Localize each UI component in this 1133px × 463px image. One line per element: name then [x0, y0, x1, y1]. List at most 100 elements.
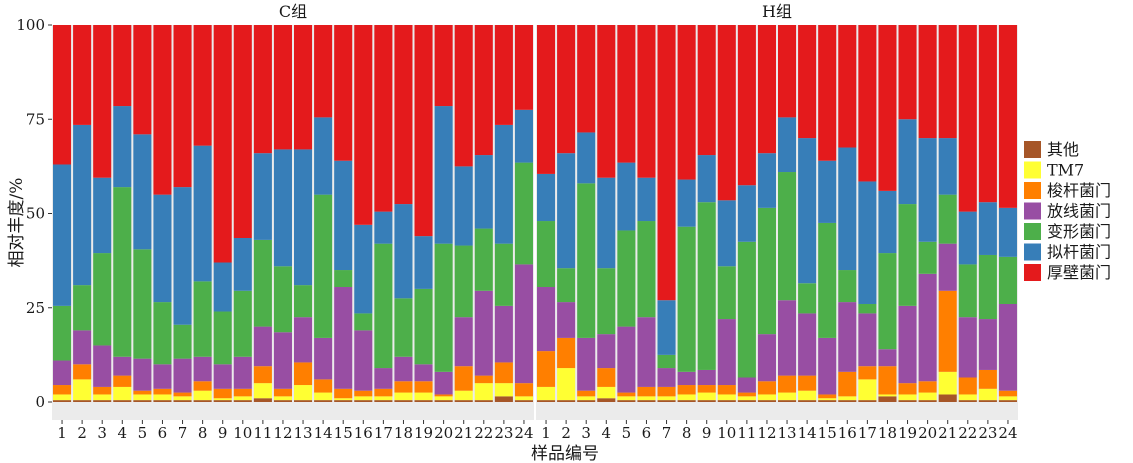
bar-segment — [213, 400, 232, 402]
bar-segment — [374, 368, 393, 389]
bar-segment — [514, 109, 533, 163]
bar-segment — [273, 266, 292, 333]
x-tick-label: 7 — [662, 424, 672, 442]
bar-segment — [778, 25, 797, 118]
bar-segment — [354, 390, 373, 397]
bar-segment — [494, 124, 513, 244]
bar-segment — [354, 313, 373, 331]
bar-segment — [677, 179, 696, 227]
x-tick-label: 16 — [838, 424, 857, 442]
bar-segment — [737, 25, 756, 186]
bar-segment — [898, 25, 917, 120]
bar-segment — [153, 400, 172, 402]
bar-segment — [557, 337, 576, 369]
bar-segment — [958, 25, 977, 212]
x-tick-label: 21 — [938, 424, 957, 442]
bar-segment — [294, 400, 313, 402]
x-tick-label: 3 — [97, 424, 107, 442]
bar-segment — [514, 264, 533, 384]
x-tick-label: 19 — [414, 424, 433, 442]
bar-segment — [858, 313, 877, 367]
bar-segment — [858, 379, 877, 401]
bar-segment — [173, 392, 192, 397]
bar-segment — [757, 334, 776, 382]
bar-segment — [93, 345, 112, 387]
legend-label: 梭杆菌门 — [1047, 181, 1111, 200]
x-tick-label: 1 — [57, 424, 67, 442]
bar-segment — [998, 303, 1017, 391]
x-tick-label: 18 — [394, 424, 413, 442]
bar-segment — [557, 153, 576, 269]
bar-segment — [253, 153, 272, 240]
bar-segment — [778, 117, 797, 173]
bar-segment — [354, 400, 373, 402]
legend-label: TM7 — [1047, 161, 1084, 180]
bar-segment — [677, 25, 696, 180]
bar-segment — [617, 230, 636, 327]
bar-segment — [918, 273, 937, 382]
bar-segment — [998, 400, 1017, 402]
bar-segment — [597, 334, 616, 369]
bar-segment — [73, 364, 92, 380]
x-tick-label: 6 — [158, 424, 168, 442]
panel-background — [536, 25, 1018, 420]
bar-segment — [173, 187, 192, 325]
x-tick-label: 13 — [293, 424, 312, 442]
x-tick-label: 4 — [118, 424, 128, 442]
y-tick-label: 25 — [26, 299, 45, 317]
x-tick-label: 23 — [494, 424, 513, 442]
bar-segment — [514, 383, 533, 397]
bar-segment — [494, 396, 513, 402]
bar-segment — [818, 160, 837, 223]
bar-segment — [73, 124, 92, 286]
bar-segment — [757, 394, 776, 401]
bar-segment — [577, 183, 596, 338]
panel-strip — [536, 0, 1018, 24]
x-tick-label: 17 — [858, 424, 877, 442]
bar-segment — [918, 392, 937, 401]
bar-segment — [454, 390, 473, 401]
bar-segment — [233, 238, 252, 291]
bar-segment — [938, 25, 957, 139]
bar-segment — [273, 400, 292, 402]
bar-segment — [958, 377, 977, 395]
bar-segment — [314, 25, 333, 118]
x-tick-label: 10 — [717, 424, 736, 442]
x-tick-label: 6 — [642, 424, 652, 442]
bar-segment — [818, 222, 837, 338]
legend-swatch — [1024, 202, 1041, 220]
bar-segment — [577, 25, 596, 133]
bar-segment — [737, 241, 756, 378]
bar-segment — [414, 392, 433, 401]
x-tick-label: 15 — [818, 424, 837, 442]
bar-segment — [474, 400, 493, 402]
bar-segment — [617, 162, 636, 231]
bar-segment — [798, 375, 817, 391]
bar-segment — [73, 379, 92, 401]
x-tick-label: 11 — [737, 424, 756, 442]
bar-segment — [938, 371, 957, 395]
bar-segment — [153, 388, 172, 395]
bar-segment — [73, 400, 92, 402]
x-tick-label: 22 — [958, 424, 977, 442]
bar-segment — [978, 202, 997, 255]
bar-segment — [637, 400, 656, 402]
bar-segment — [113, 187, 132, 357]
bar-segment — [133, 394, 152, 401]
bar-segment — [778, 400, 797, 402]
bar-segment — [414, 381, 433, 393]
bar-segment — [778, 375, 797, 393]
bar-segment — [514, 400, 533, 402]
bar-segment — [637, 25, 656, 178]
bar-segment — [93, 400, 112, 402]
bar-segment — [577, 400, 596, 402]
bar-segment — [494, 243, 513, 306]
legend-swatch — [1024, 264, 1041, 281]
bar-segment — [697, 385, 716, 393]
bar-segment — [173, 25, 192, 188]
bar-segment — [858, 303, 877, 314]
bar-segment — [637, 221, 656, 318]
bar-segment — [898, 204, 917, 306]
bar-segment — [717, 266, 736, 320]
bar-segment — [697, 392, 716, 401]
